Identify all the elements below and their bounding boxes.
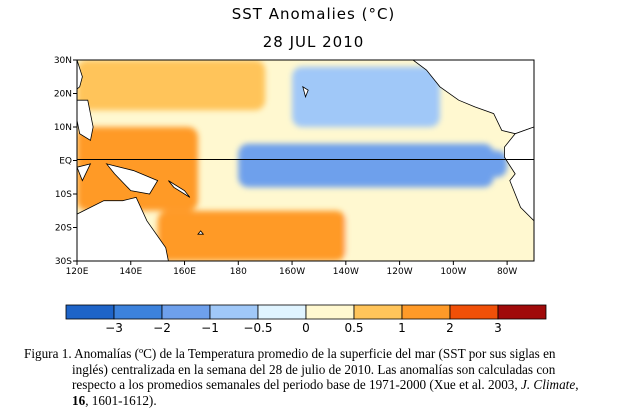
x-tick-label: 140E [119,267,142,277]
land-hawaii [302,85,309,99]
land-new-caledonia [197,230,205,235]
land-sulawesi [77,163,92,182]
land-solomon [168,180,191,198]
colorbar-tick-label: −0.5 [243,321,272,335]
caption-journal: J. Climate [520,377,576,392]
chart-title: SST Anomalies (°C) [231,5,396,23]
colorbar-bin [65,304,115,320]
x-tick-label: 180 [230,267,247,277]
y-tick-label: 30S [55,257,72,267]
landmasses [77,60,534,261]
caption-line-2: inglés) centralizada en la semana del 28… [72,361,556,377]
colorbar-bin [113,304,163,320]
land-new-guinea [105,163,159,195]
colorbar-bin [161,304,211,320]
caption-line-4: 16, 1601-1612). [24,393,620,409]
caption-text-3a: respecto a los promedios semanales del p… [72,377,521,392]
y-tick-label: 10S [55,190,72,200]
x-tick-label: 80W [497,267,517,277]
colorbar-bin [401,304,451,320]
x-tick-label: 120E [66,267,89,277]
x-tick-label: 160W [279,267,305,277]
chart-subtitle: 28 JUL 2010 [262,33,365,51]
land-china-coast [77,60,83,90]
colorbar-tick-label: −1 [201,321,219,335]
y-tick-label: 30N [54,56,72,66]
y-tick-label: 10N [54,123,72,133]
x-tick-label: 120W [387,267,413,277]
caption-line-3: respecto a los promedios semanales del p… [24,377,620,393]
colorbar-tick-label: 0 [302,321,310,335]
colorbar-bin [209,304,259,320]
figure-caption: Figura 1. Anomalías (ºC) de la Temperatu… [24,346,620,408]
anomaly-region-3 [77,127,198,211]
y-tick-label: EQ [59,157,72,167]
x-tick-label: 140W [333,267,359,277]
anomaly-region-2 [292,66,440,127]
land-north-america [412,60,534,135]
anomaly-region-6 [345,210,534,261]
colorbar-bin [257,304,307,320]
colorbar-tick-label: 2 [446,321,454,335]
anomaly-region-5 [157,210,346,261]
colorbar: −3 −2 −1 −0.5 0 0.5 1 2 3 [65,304,547,335]
colorbar-tick-label: 0.5 [344,321,363,335]
colorbar-tick-label: −3 [105,321,123,335]
colorbar-bin [497,304,547,320]
colorbar-bin [449,304,499,320]
land-philippines [77,99,94,142]
caption-text-4: , 1601-1612). [85,392,157,408]
y-axis: 30N 20N 10N EQ 10S 20S 30S [54,56,77,267]
colorbar-bin [353,304,403,320]
x-axis: 120E 140E 160E 180 160W 140W 120W 100W 80W [66,261,517,277]
colorbar-bin [305,304,355,320]
colorbar-tick-label: −2 [153,321,171,335]
y-tick-label: 20N [54,90,72,100]
caption-volume: 16 [72,392,86,408]
x-tick-label: 100W [440,267,466,277]
caption-text-3b: , [575,377,579,392]
colorbar-tick-label: 1 [398,321,406,335]
caption-line-1: Figura 1. Anomalías (ºC) de la Temperatu… [24,346,556,361]
y-tick-label: 20S [55,224,72,234]
land-south-america [504,126,534,222]
x-tick-label: 160E [173,267,196,277]
anomaly-region-4 [77,60,266,111]
land-australia [77,196,169,261]
colorbar-tick-label: 3 [494,321,502,335]
anomaly-region-1 [426,150,508,178]
